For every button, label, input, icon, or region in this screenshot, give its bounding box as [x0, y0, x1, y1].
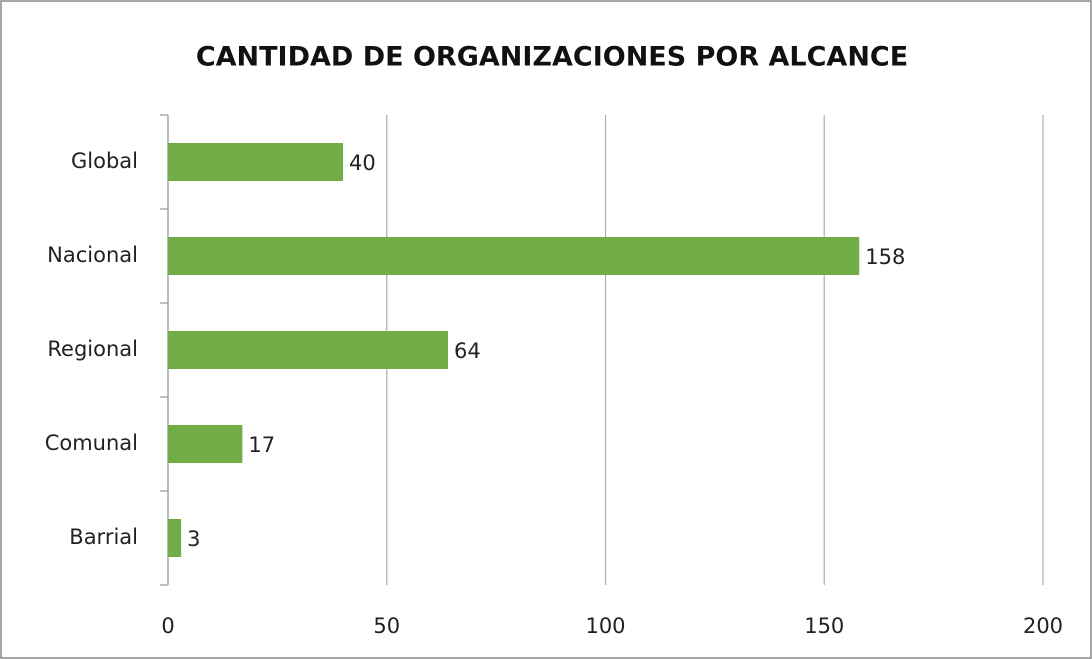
bar: [168, 519, 182, 557]
x-tick-label: 50: [373, 614, 400, 638]
bar: [168, 143, 343, 181]
x-tick-label: 200: [1023, 614, 1063, 638]
y-tick-label: Nacional: [47, 243, 138, 267]
data-label: 158: [865, 245, 905, 269]
bar: [168, 425, 243, 463]
bar: [168, 331, 448, 369]
y-tick-label: Global: [71, 149, 138, 173]
y-tick-label: Comunal: [45, 431, 138, 455]
data-label: 40: [349, 151, 376, 175]
y-tick-label: Barrial: [69, 525, 138, 549]
data-label: 17: [248, 433, 275, 457]
x-tick-label: 150: [804, 614, 844, 638]
x-tick-label: 0: [161, 614, 174, 638]
x-tick-label: 100: [585, 614, 625, 638]
data-label: 64: [454, 339, 481, 363]
bar: [168, 237, 860, 275]
chart-title: CANTIDAD DE ORGANIZACIONES POR ALCANCE: [196, 42, 908, 73]
y-tick-label: Regional: [47, 337, 138, 361]
data-label: 3: [187, 527, 200, 551]
